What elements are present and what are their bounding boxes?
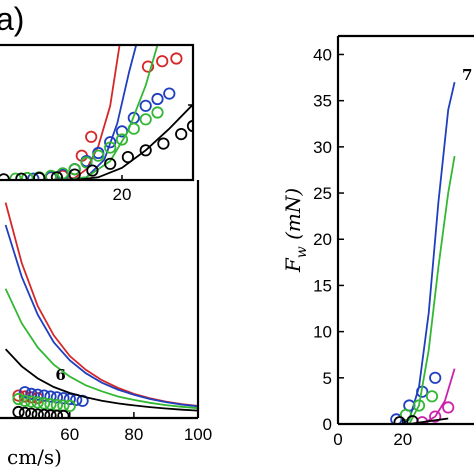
right-main-data-point-0-0: [390, 413, 403, 424]
right-main-y-label-subscript: w: [294, 246, 310, 258]
left-main-data-point-2-0: [12, 392, 25, 406]
left-inset-data-point-0-5: [141, 60, 155, 73]
left-inset-data-point-2-8: [104, 141, 117, 154]
right-main-y-tick-label-1: 5: [323, 369, 332, 388]
left-main-data-point-2-2: [25, 395, 38, 408]
left-main-data-point-2-4: [37, 397, 51, 410]
left-inset-data-point-3-8: [121, 151, 135, 164]
left-main-data-point-1-5: [50, 391, 64, 404]
left-inset-data-point-3-3: [33, 171, 46, 180]
left-inset-x-tick-label-0: 20: [113, 185, 132, 204]
left-main-data-point-1-6: [57, 392, 70, 405]
left-inset-data-point-2-11: [139, 113, 152, 126]
right-main-y-label-variable: F: [281, 257, 305, 273]
left-inset-data-point-0-7: [170, 52, 183, 65]
left-inset-data-point-2-6: [80, 156, 93, 169]
left-main-model-line-1: [4, 224, 198, 408]
left-inset-data-point-3-4: [50, 171, 63, 180]
left-main-data-point-1-2: [31, 388, 44, 401]
right-main-x-tick-label-1: 20: [393, 430, 412, 449]
right-main-y-tick-label-3: 15: [313, 276, 332, 295]
left-main-annotation-0: 6: [55, 366, 65, 384]
right-main-data-point-1-1: [412, 399, 426, 412]
right-main-data-point-2-2: [442, 401, 455, 414]
left-main-data-point-2-1: [18, 394, 32, 407]
left-main-x-tick-label-1: 80: [124, 425, 143, 444]
left-inset-data-point-1-11: [163, 87, 176, 100]
right-main-y-label-unit: (mN): [281, 188, 305, 246]
left-inset-data-point-2-0: [9, 172, 22, 180]
left-inset-data-point-2-12: [151, 106, 164, 119]
left-main-model-line-3: [4, 348, 198, 412]
right-main-y-axis-label: Fw (mN): [281, 188, 310, 273]
left-inset-data-point-3-2: [15, 172, 28, 180]
right-main-x-tick-label-0: 0: [333, 430, 342, 449]
left-inset-data-point-1-0: [27, 172, 40, 180]
left-main-x-tick-label-2: 100: [184, 425, 212, 444]
right-main-data-point-0-3: [429, 371, 442, 384]
left-main-data-point-3-5: [44, 409, 57, 418]
left-main-x-axis-label: cm/s): [7, 445, 62, 469]
left-inset-data-point-2-9: [115, 133, 129, 146]
left-inset-chart: 20: [0, 43, 195, 204]
left-inset-data-point-1-10: [151, 92, 164, 106]
right-main-model-line-1: [338, 155, 456, 424]
left-main-data-point-1-3: [37, 389, 51, 402]
left-inset-data-point-3-12: [186, 119, 193, 133]
right-main-data-point-1-0: [399, 408, 413, 421]
left-inset-frame: [0, 43, 195, 182]
left-inset-data-point-2-7: [92, 149, 105, 162]
left-inset-data-point-3-6: [86, 164, 99, 177]
left-inset-data-point-1-6: [104, 136, 117, 149]
left-inset-plot-area: [0, 45, 193, 180]
left-inset-data-point-0-4: [85, 130, 98, 143]
right-main-model-line-2: [338, 368, 456, 424]
panel-label: a): [0, 1, 24, 37]
left-inset-data-point-2-10: [127, 122, 140, 135]
left-main-data-point-2-8: [63, 399, 76, 412]
right-main-plot-area: [338, 81, 456, 424]
right-main-data-point-3-0: [393, 416, 406, 424]
right-main-y-tick-label-7: 35: [313, 92, 332, 111]
right-main-y-tick-label-4: 20: [313, 230, 332, 249]
left-inset-model-line-2: [0, 45, 159, 180]
right-main-y-tick-label-0: 0: [323, 415, 332, 434]
right-main-y-tick-label-2: 10: [313, 323, 332, 342]
left-main-data-point-3-3: [31, 408, 44, 418]
right-main-data-point-1-2: [425, 390, 439, 403]
left-inset-data-point-3-11: [175, 128, 188, 141]
right-main-data-point-2-1: [429, 410, 442, 423]
left-main-x-tick-label-0: 60: [60, 425, 79, 444]
left-inset-data-point-1-9: [139, 99, 152, 112]
left-inset-data-point-3-10: [157, 137, 170, 150]
right-main-annotation-0: 7: [462, 66, 472, 84]
left-main-data-point-1-4: [44, 390, 57, 403]
left-inset-data-point-2-3: [44, 169, 58, 180]
left-main-data-point-3-6: [50, 409, 63, 418]
left-main-data-point-1-1: [25, 387, 38, 400]
left-main-chart: 60 80 100 6 cm/s): [0, 180, 212, 469]
left-inset-data-point-2-5: [68, 163, 81, 176]
right-main-model-line-3: [338, 417, 449, 424]
left-main-data-point-3-7: [57, 409, 70, 418]
left-main-model-line-2: [4, 288, 198, 410]
left-inset-model-line-1: [0, 45, 138, 180]
left-main-data-point-3-4: [38, 408, 51, 418]
left-main-data-point-3-2: [25, 407, 38, 418]
right-main-y-tick-label-6: 30: [313, 138, 332, 157]
left-main-plot-area: [4, 202, 198, 418]
left-inset-model-line-3: [0, 103, 193, 180]
right-main-data-point-3-1: [406, 415, 419, 424]
left-main-data-point-1-0: [18, 386, 32, 399]
right-main-y-tick-label-5: 25: [313, 184, 332, 203]
left-main-data-point-2-3: [31, 396, 44, 409]
left-inset-data-point-0-6: [156, 55, 169, 68]
left-inset-data-point-3-7: [104, 157, 117, 170]
left-inset-data-point-3-9: [139, 144, 152, 157]
left-inset-data-point-2-1: [21, 171, 34, 180]
right-main-y-tick-label-8: 40: [313, 45, 332, 64]
